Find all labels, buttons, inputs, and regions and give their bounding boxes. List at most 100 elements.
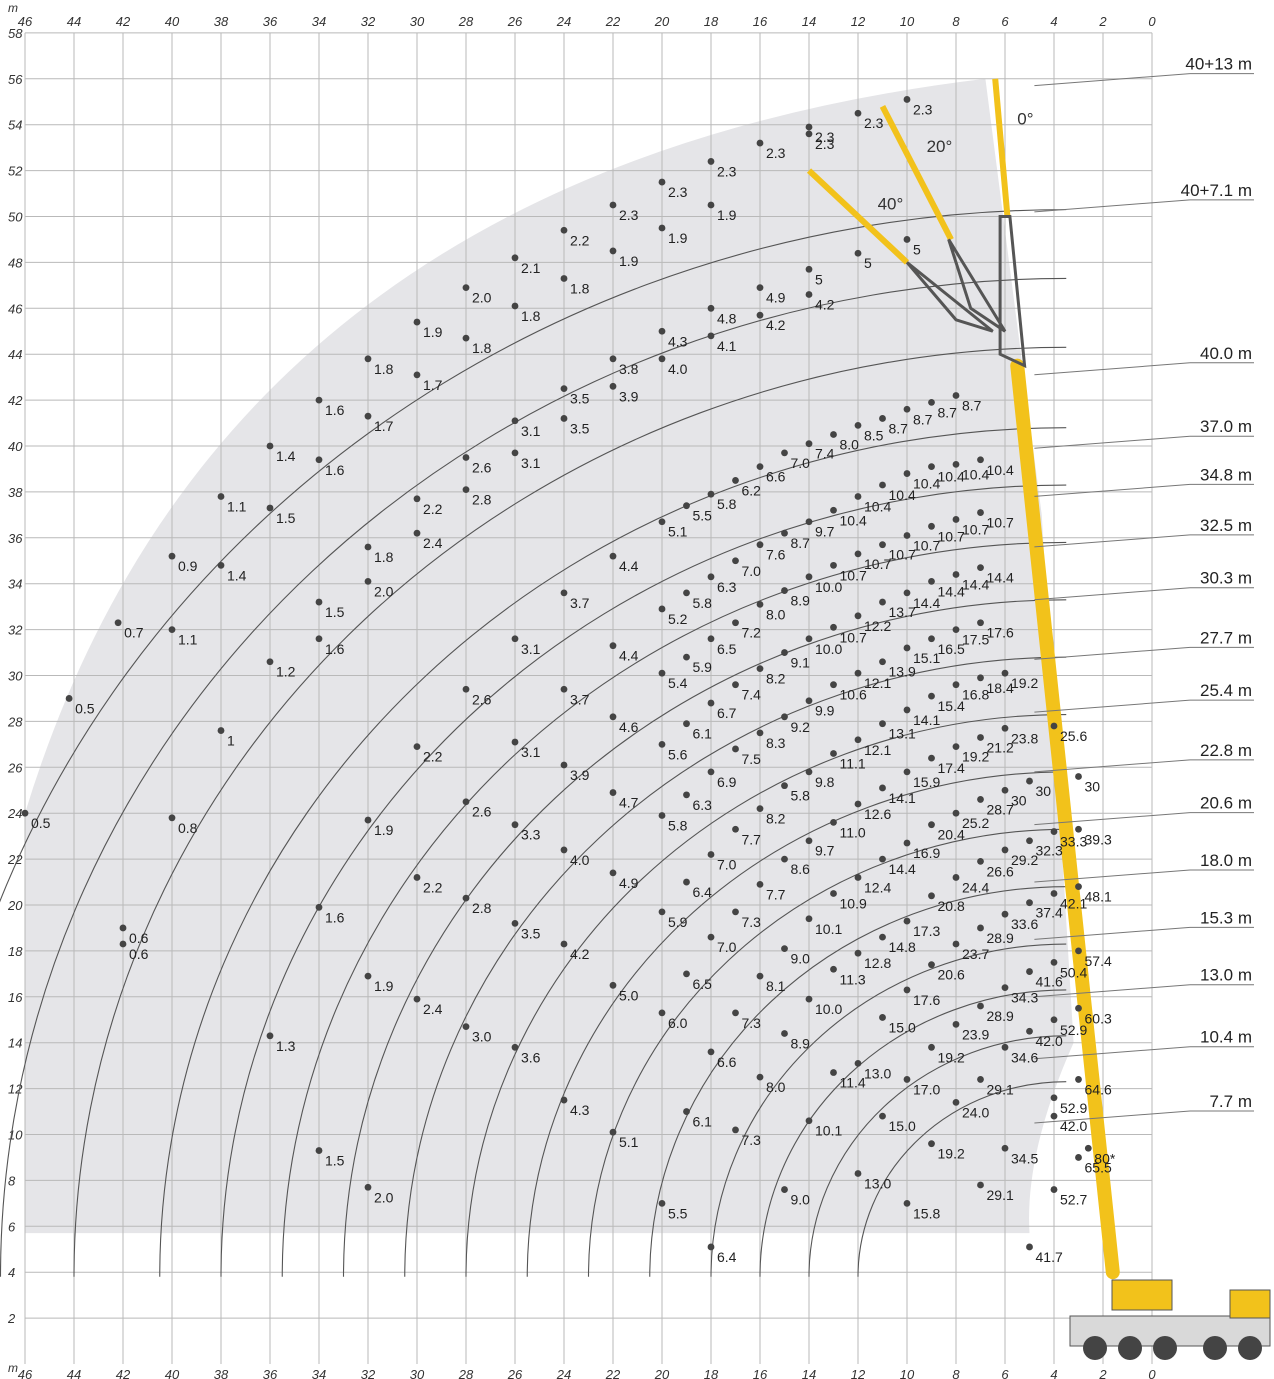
x-tick-label-top: 2 [1098,14,1107,29]
load-point [854,669,862,677]
load-value-label: 4.3 [668,333,688,349]
load-point [830,1069,837,1076]
load-point [707,699,715,707]
load-value-label: 25.2 [962,815,989,831]
load-value-label: 34.6 [1011,1049,1038,1065]
load-point [879,481,886,489]
load-value-label: 5.1 [668,524,688,540]
load-value-label: 1.6 [325,462,345,478]
load-value-label: 5 [864,255,872,271]
load-point [1075,1154,1082,1161]
load-value-label: 33.3 [1060,834,1087,850]
load-value-label: 10.4 [913,476,940,492]
load-value-label: 2.3 [766,145,786,161]
load-value-label: 3.5 [570,420,590,436]
jib-0-deg [992,78,1011,217]
load-point [1050,1186,1058,1193]
load-value-label: 9.0 [791,951,811,967]
load-value-label: 3.1 [521,744,541,760]
y-tick-label: 48 [8,255,23,270]
load-point [977,734,984,741]
load-value-label: 16.9 [913,845,940,861]
load-value-label: 23.7 [962,946,989,962]
load-value-label: 1.9 [374,822,394,838]
load-value-label: 3.0 [472,1029,492,1045]
x-tick-label-top: 0 [1148,14,1156,29]
load-value-label: 16.8 [962,687,989,703]
load-value-label: 6.3 [717,579,737,595]
load-point [364,816,372,824]
load-point [658,605,666,613]
x-tick-label-top: 36 [263,14,278,29]
load-point [217,561,225,569]
load-value-label: 34.5 [1011,1150,1038,1166]
load-curve [759,989,1067,1277]
y-tick-label: 34 [8,577,22,592]
load-point [756,311,764,319]
x-tick-label-top: 16 [753,14,768,29]
x-tick-label-bottom: 0 [1148,1367,1156,1379]
load-value-label: 18.4 [987,680,1014,696]
load-point [217,493,225,500]
load-value-label: 1.9 [717,207,737,223]
load-value-label: 12.2 [864,618,891,634]
load-point [560,226,568,234]
load-point [805,573,813,581]
load-value-label: 5 [913,241,921,257]
load-value-label: 4.2 [570,946,590,962]
boom-length-leader [1034,483,1191,497]
load-value-label: 10.0 [815,1001,842,1017]
load-point [462,685,470,693]
load-value-label: 8.9 [791,1036,811,1052]
load-point [977,796,984,803]
load-value-label: 4.9 [619,875,639,891]
load-point [756,139,764,147]
x-tick-label-top: 8 [952,14,960,29]
x-tick-label-top: 24 [556,14,571,29]
x-axis-unit: m [8,1361,18,1375]
y-tick-label: 42 [8,393,23,408]
y-tick-label: 50 [8,210,23,225]
boom-length-label: 20.6 m [1200,794,1252,813]
load-point [683,502,690,510]
load-value-label: 16.5 [938,641,965,657]
load-point [609,981,617,989]
driver-cab [1229,1289,1271,1319]
load-value-label: 6.4 [717,1249,737,1265]
load-point [952,1098,960,1106]
load-value-label: 7.2 [742,625,762,641]
y-tick-label: 52 [8,164,23,179]
y-tick-label: 38 [8,485,23,500]
load-point [1001,1043,1009,1051]
load-value-label: 17.3 [913,923,940,939]
load-value-label: 5 [815,271,823,287]
load-value-label: 7.0 [717,939,737,955]
load-point [511,302,519,310]
jib-angle-label: 0° [1017,110,1033,129]
jib-angle-label: 20° [927,137,953,156]
load-value-label: 20.6 [938,967,965,983]
boom-length-label: 30.3 m [1200,569,1252,588]
load-point [879,541,886,549]
y-tick-label: 4 [8,1265,15,1280]
load-point [683,720,690,728]
load-point [756,1073,764,1081]
load-point [928,398,935,406]
load-point [830,561,837,569]
load-point [952,874,960,881]
load-value-label: 15.1 [913,650,940,666]
load-point [781,782,788,790]
load-value-label: 9.7 [815,843,835,859]
load-value-label: 1.8 [374,549,394,565]
y-tick-label: 14 [8,1036,22,1051]
load-point [658,1199,666,1207]
load-point [462,284,470,292]
load-value-label: 1.6 [325,402,345,418]
boom-length-label: 40.0 m [1200,344,1252,363]
load-point [1026,1027,1033,1035]
load-value-label: 10.6 [840,687,867,703]
load-value-label: 1.9 [619,253,639,269]
load-point [1026,777,1033,785]
load-point [1084,1144,1092,1152]
load-value-label: 33.6 [1011,916,1038,932]
